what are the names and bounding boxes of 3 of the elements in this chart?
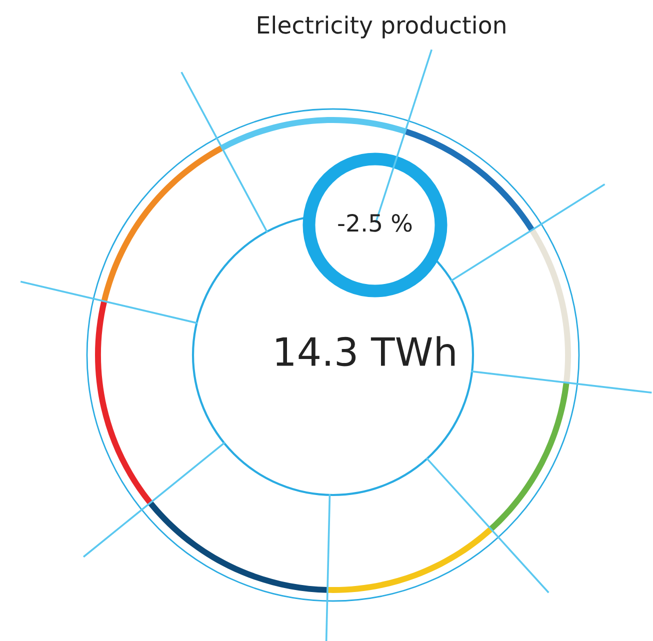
text: -2.5 % [338,214,412,232]
text: 14.3 TWh [276,336,455,366]
chart-title: Electricity production [258,16,506,38]
